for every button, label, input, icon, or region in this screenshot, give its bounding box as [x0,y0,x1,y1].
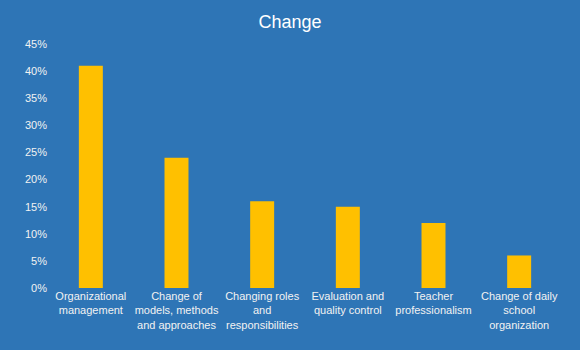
svg-text:Changing rolesandresponsibilit: Changing rolesandresponsibilities [225,290,299,331]
svg-text:Change: Change [258,12,321,32]
svg-text:5%: 5% [31,255,47,267]
svg-text:15%: 15% [25,201,47,213]
svg-text:45%: 45% [25,38,47,50]
svg-text:30%: 30% [25,119,47,131]
svg-text:35%: 35% [25,92,47,104]
svg-text:Change ofmodels, methodsand ap: Change ofmodels, methodsand approaches [135,290,219,331]
svg-text:20%: 20% [25,173,47,185]
svg-text:40%: 40% [25,65,47,77]
svg-text:Organizationalmanagement: Organizationalmanagement [55,290,126,316]
svg-text:Teacherprofessionalism: Teacherprofessionalism [395,290,471,316]
svg-text:0%: 0% [31,282,47,294]
svg-text:Change of dailyschoolorganizat: Change of dailyschoolorganization [481,290,558,331]
svg-text:Evaluation andquality control: Evaluation andquality control [311,290,384,316]
svg-text:10%: 10% [25,228,47,240]
svg-text:25%: 25% [25,146,47,158]
